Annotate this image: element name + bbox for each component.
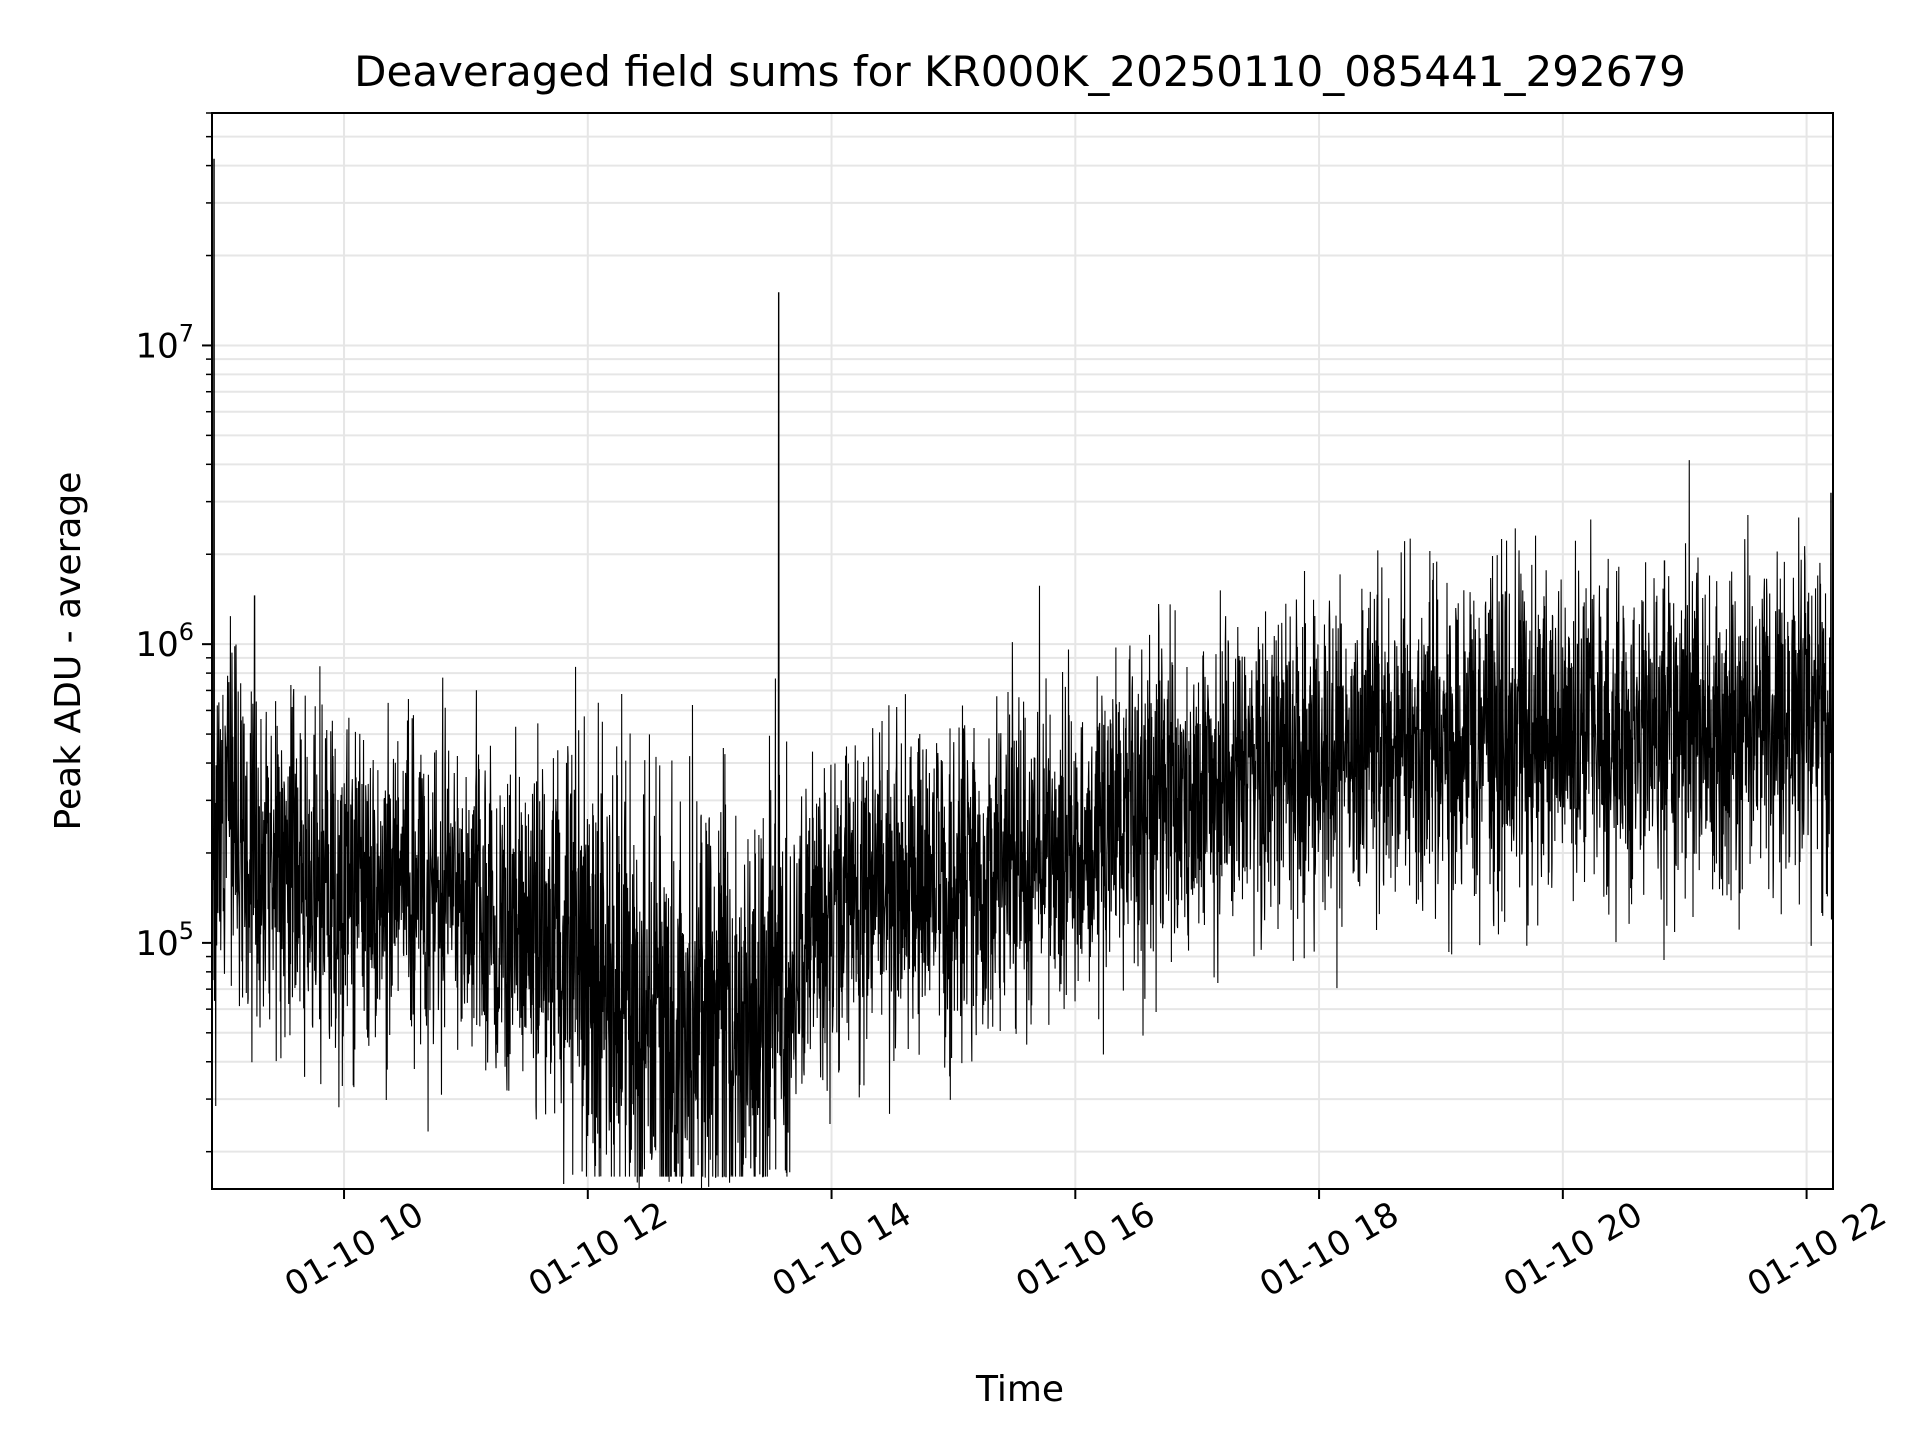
series-line: [211, 158, 1834, 1189]
x-tick-label: 01-10 12: [522, 1194, 674, 1305]
y-tick-label: 106: [135, 618, 194, 665]
y-axis-label: Peak ADU - average: [48, 472, 89, 831]
x-tick-label: 01-10 18: [1253, 1194, 1405, 1305]
x-axis-label: Time: [975, 1369, 1064, 1410]
x-tick-label: 01-10 20: [1497, 1194, 1649, 1305]
x-tick-label: 01-10 22: [1741, 1194, 1893, 1305]
plot-frame: [211, 112, 1834, 1190]
y-tick-label: 105: [135, 917, 194, 964]
x-tick-label: 01-10 16: [1009, 1194, 1161, 1305]
x-ticks: 01-10 10 01-10 12 01-10 14 01-10 16 01-10 18…: [278, 1189, 1893, 1305]
y-tick-label: 107: [135, 319, 194, 366]
x-tick-label: 01-10 10: [278, 1194, 430, 1305]
y-ticks: 105 106 107: [135, 112, 212, 1153]
chart-title: Deaveraged field sums for KR000K_2025011…: [354, 47, 1686, 96]
x-tick-label: 01-10 14: [766, 1194, 918, 1305]
series-layer: [211, 158, 1834, 1189]
